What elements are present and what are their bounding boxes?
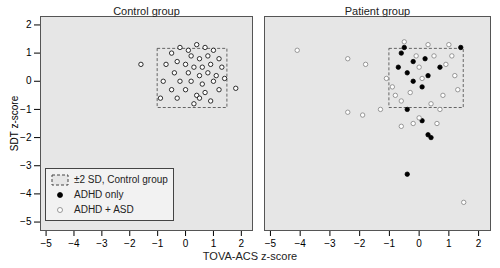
svg-text:−4: −4 (294, 238, 306, 249)
html-text:TOVA-ACS z-score: TOVA-ACS z-score (202, 250, 298, 262)
svg-text:−1: −1 (384, 238, 396, 249)
svg-text:Control group: Control group (113, 5, 180, 17)
svg-text:−3: −3 (324, 238, 336, 249)
html-text:ADHD + ASD: ADHD + ASD (74, 204, 134, 215)
svg-text:2: 2 (239, 238, 245, 249)
svg-text:−2: −2 (124, 238, 136, 249)
html-text:ADHD only: ADHD only (74, 189, 124, 200)
svg-text:1: 1 (26, 47, 32, 58)
svg-text:−5: −5 (20, 216, 32, 227)
svg-text:−5: −5 (40, 238, 52, 249)
svg-text:2: 2 (26, 19, 32, 30)
svg-text:−2: −2 (354, 238, 366, 249)
svg-text:1: 1 (211, 238, 217, 249)
svg-text:−4: −4 (68, 238, 80, 249)
svg-text:Patient group: Patient group (345, 5, 410, 17)
svg-text:−4: −4 (20, 188, 32, 199)
svg-text:0: 0 (183, 238, 189, 249)
svg-text:−5: −5 (265, 238, 277, 249)
svg-text:SDT z-score: SDT z-score (9, 95, 20, 151)
svg-text:−3: −3 (96, 238, 108, 249)
svg-text:0: 0 (26, 75, 32, 86)
svg-text:2: 2 (476, 238, 482, 249)
svg-text:0: 0 (416, 238, 422, 249)
svg-text:1: 1 (446, 238, 452, 249)
html-text:±2 SD, Control group: ±2 SD, Control group (74, 174, 168, 185)
svg-text:−1: −1 (20, 104, 32, 115)
svg-text:−2: −2 (20, 132, 32, 143)
svg-text:−1: −1 (152, 238, 164, 249)
svg-text:−3: −3 (20, 160, 32, 171)
